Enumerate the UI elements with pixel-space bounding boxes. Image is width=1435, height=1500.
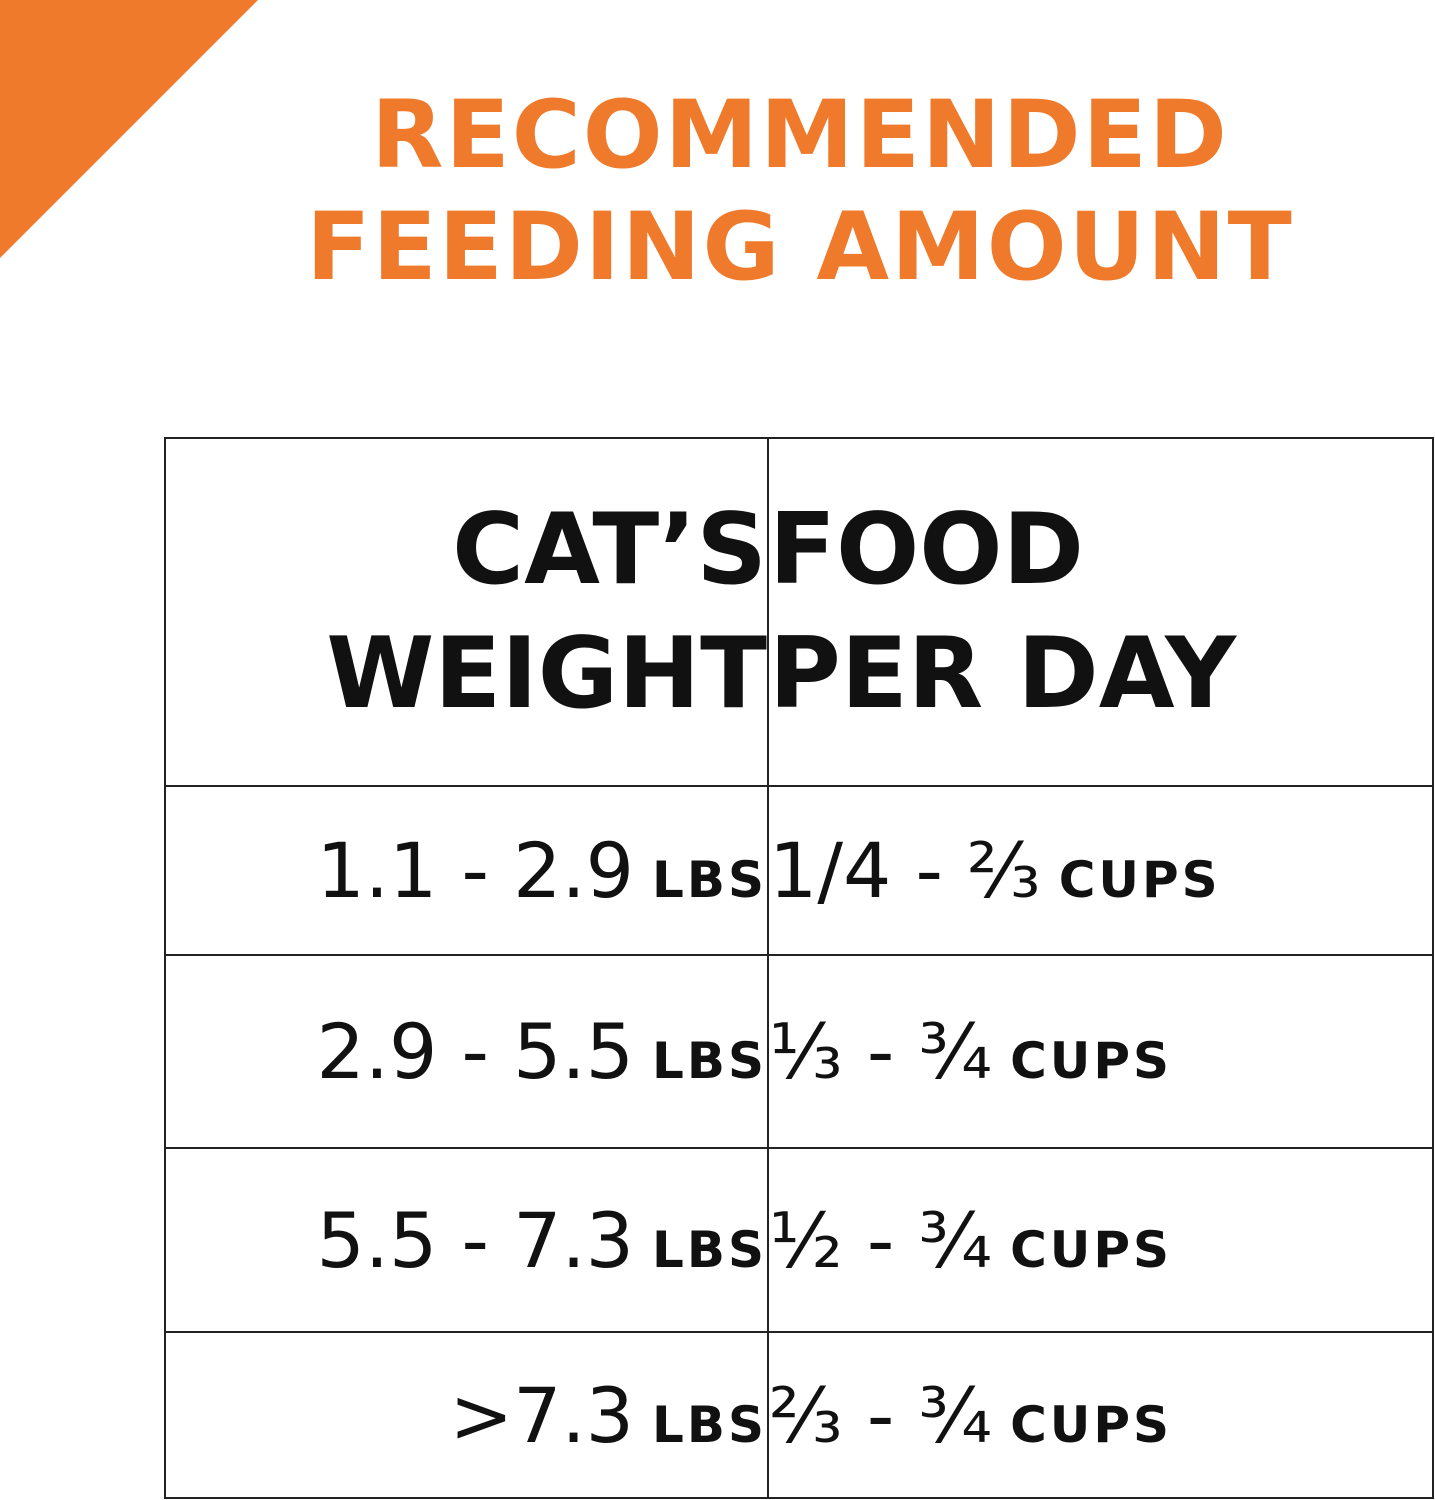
table-row: 5.5 - 7.3 LBS ½ - ¾ CUPS bbox=[164, 1147, 1434, 1333]
table-row: 2.9 - 5.5 LBS ⅓ - ¾ CUPS bbox=[164, 954, 1434, 1149]
header-food-line-2: PER DAY bbox=[769, 617, 1237, 731]
food-value: ⅓ - ¾ bbox=[769, 1007, 993, 1096]
corner-accent-triangle bbox=[0, 0, 258, 258]
weight-unit: LBS bbox=[652, 851, 767, 909]
title-line-2: FEEDING AMOUNT bbox=[306, 193, 1294, 302]
food-unit: CUPS bbox=[1010, 1220, 1173, 1279]
table-row: >7.3 LBS ⅔ - ¾ CUPS bbox=[164, 1331, 1434, 1499]
table-row: 1.1 - 2.9 LBS 1/4 - ⅔ CUPS bbox=[164, 785, 1434, 956]
weight-unit: LBS bbox=[652, 1220, 767, 1279]
food-cell: 1/4 - ⅔ CUPS bbox=[767, 785, 1434, 956]
header-weight-line-2: WEIGHT bbox=[326, 617, 767, 731]
food-cell: ½ - ¾ CUPS bbox=[767, 1147, 1434, 1333]
food-value: ½ - ¾ bbox=[769, 1195, 993, 1285]
weight-unit: LBS bbox=[652, 1032, 767, 1090]
title-line-1: RECOMMENDED bbox=[371, 81, 1229, 190]
header-weight-line-1: CAT’S bbox=[452, 493, 767, 607]
weight-value: 5.5 - 7.3 bbox=[316, 1195, 635, 1285]
header-cats-weight: CAT’S WEIGHT bbox=[164, 437, 769, 787]
header-food-line-1: FOOD bbox=[769, 493, 1084, 607]
weight-cell: 5.5 - 7.3 LBS bbox=[164, 1147, 769, 1333]
feeding-table: CAT’S WEIGHT FOOD PER DAY 1.1 - 2.9 LBS 1… bbox=[164, 437, 1434, 1499]
weight-value: 1.1 - 2.9 bbox=[316, 826, 635, 915]
food-unit: CUPS bbox=[1010, 1032, 1173, 1090]
food-cell: ⅔ - ¾ CUPS bbox=[767, 1331, 1434, 1499]
table-header-row: CAT’S WEIGHT FOOD PER DAY bbox=[164, 437, 1434, 787]
weight-cell: >7.3 LBS bbox=[164, 1331, 769, 1499]
food-value: ⅔ - ¾ bbox=[769, 1370, 993, 1460]
weight-value: >7.3 bbox=[449, 1370, 635, 1460]
weight-cell: 2.9 - 5.5 LBS bbox=[164, 954, 769, 1149]
food-unit: CUPS bbox=[1058, 851, 1221, 909]
food-unit: CUPS bbox=[1010, 1395, 1173, 1454]
food-cell: ⅓ - ¾ CUPS bbox=[767, 954, 1434, 1149]
page-title: RECOMMENDED FEEDING AMOUNT bbox=[0, 80, 1435, 304]
weight-unit: LBS bbox=[652, 1395, 767, 1454]
food-value: 1/4 - ⅔ bbox=[769, 826, 1041, 915]
header-food-per-day: FOOD PER DAY bbox=[767, 437, 1434, 787]
weight-value: 2.9 - 5.5 bbox=[316, 1007, 635, 1096]
weight-cell: 1.1 - 2.9 LBS bbox=[164, 785, 769, 956]
